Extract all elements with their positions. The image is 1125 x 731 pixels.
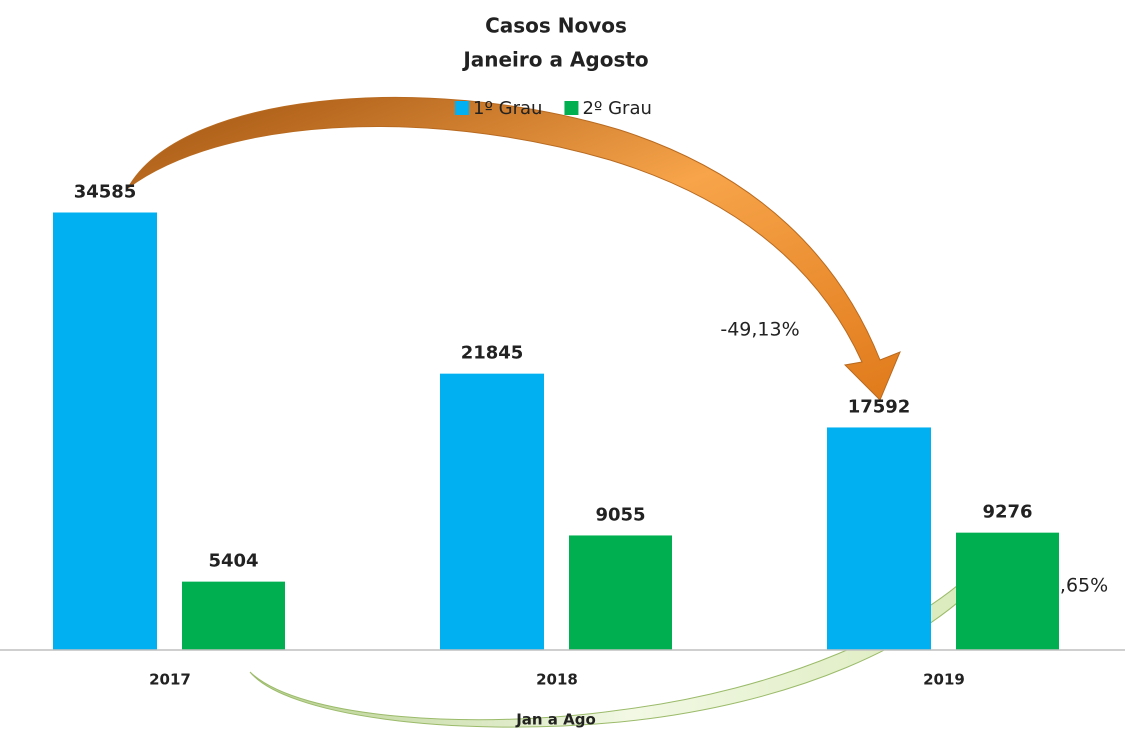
bar (440, 373, 544, 650)
legend-label: 2º Grau (582, 98, 651, 119)
data-label: 9055 (595, 504, 645, 525)
data-label: 17592 (848, 396, 911, 417)
x-axis-label: Jan a Ago (515, 711, 596, 729)
data-label: 5404 (208, 551, 258, 572)
chart-title: Casos Novos (485, 14, 627, 38)
annotation: -49,13% (720, 319, 799, 341)
bar (827, 427, 931, 650)
data-label: 9276 (982, 502, 1032, 523)
x-tick-label: 2019 (923, 671, 965, 689)
legend-label: 1º Grau (473, 98, 542, 119)
x-tick-label: 2018 (536, 671, 578, 689)
data-label: 21845 (461, 343, 524, 364)
bar (956, 532, 1059, 650)
legend-swatch (564, 101, 579, 115)
bar (182, 581, 285, 650)
decrease-arrow (127, 96, 901, 401)
x-tick-label: 2017 (149, 671, 191, 689)
data-label: 34585 (74, 181, 137, 202)
chart-subtitle: Janeiro a Agosto (461, 48, 648, 72)
bar (53, 212, 157, 650)
legend-swatch (455, 101, 469, 115)
bar (569, 535, 672, 650)
